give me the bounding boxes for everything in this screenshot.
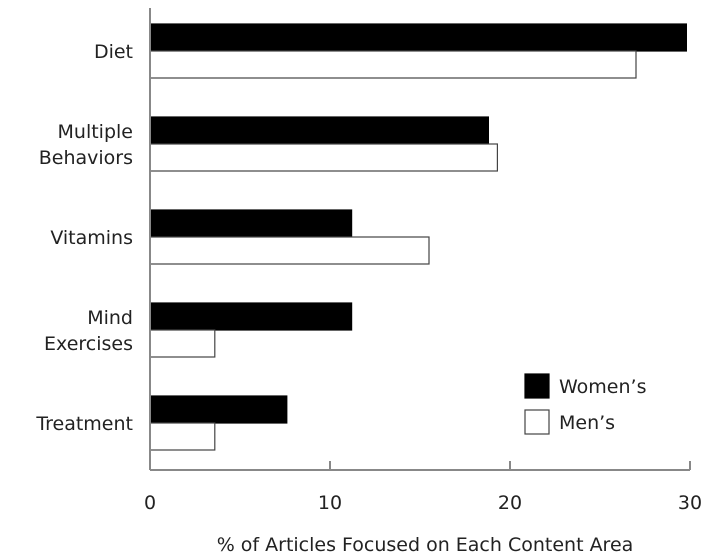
bar-mind-exercises-womens	[149, 302, 353, 331]
bar-treatment-mens	[149, 422, 216, 451]
bar-treatment-womens	[149, 395, 288, 424]
category-label: Multiple	[58, 121, 133, 143]
legend: Women’s Men’s	[524, 373, 646, 435]
bars-layer	[149, 23, 688, 451]
category-label: Diet	[94, 41, 133, 63]
legend-swatch-womens	[524, 373, 550, 399]
bar-vitamins-womens	[149, 209, 353, 238]
x-ticks: 0 10 20 30	[144, 461, 702, 514]
legend-swatch-mens	[524, 409, 550, 435]
category-label: Mind	[87, 307, 133, 329]
x-axis-label: % of Articles Focused on Each Content Ar…	[217, 534, 634, 556]
legend-label-womens: Women’s	[559, 376, 646, 398]
category-label: Treatment	[35, 413, 133, 435]
bar-mind-exercises-mens	[149, 329, 216, 358]
x-tick-label: 20	[498, 492, 522, 514]
category-label: Exercises	[44, 333, 133, 355]
bar-multiple-behaviors-mens	[149, 143, 498, 172]
bar-multiple-behaviors-womens	[149, 116, 489, 145]
legend-label-mens: Men’s	[559, 412, 615, 434]
bar-diet-mens	[149, 50, 637, 79]
bar-diet-womens	[149, 23, 688, 52]
x-tick-label: 30	[678, 492, 702, 514]
category-label: Vitamins	[50, 227, 133, 249]
bar-vitamins-mens	[149, 236, 430, 265]
category-label: Behaviors	[39, 147, 133, 169]
x-tick-label: 10	[318, 492, 342, 514]
category-labels: Diet Multiple Behaviors Vitamins Mind Exercis…	[35, 41, 133, 435]
x-tick-label: 0	[144, 492, 156, 514]
